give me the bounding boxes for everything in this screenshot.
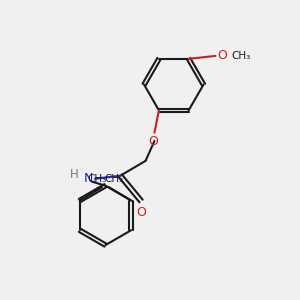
Text: N: N [84, 172, 94, 185]
Text: CH₃: CH₃ [104, 174, 123, 184]
Text: CH₃: CH₃ [232, 51, 251, 61]
Text: O: O [217, 50, 227, 62]
Text: O: O [136, 206, 146, 219]
Text: H: H [70, 168, 79, 181]
Text: O: O [148, 135, 158, 148]
Text: CH₃: CH₃ [88, 174, 107, 184]
